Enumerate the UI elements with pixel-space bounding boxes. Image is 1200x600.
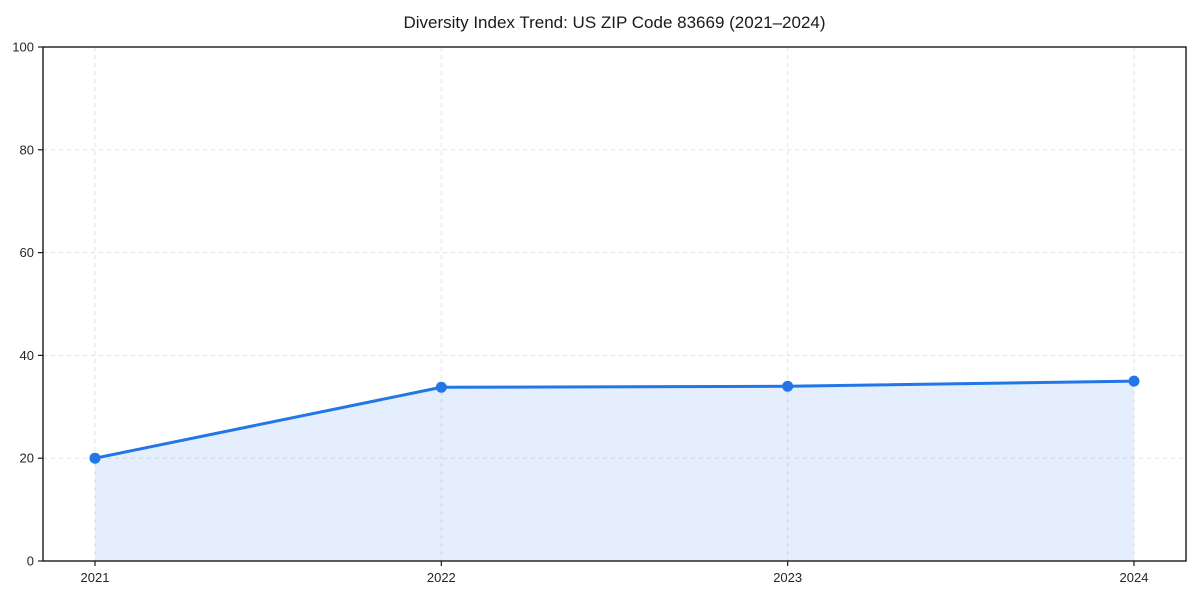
data-point-markers <box>89 375 1140 464</box>
plot-border <box>42 46 1187 562</box>
axes-frame <box>42 46 1187 562</box>
data-point-2021 <box>89 452 101 464</box>
x-tick-label: 2022 <box>427 570 456 585</box>
line-series <box>93 379 1136 460</box>
x-axis-ticks: 2021 2022 2023 2024 <box>81 561 1149 585</box>
data-point-2024 <box>1128 375 1140 387</box>
y-tick-label: 40 <box>20 348 34 363</box>
y-tick-label: 0 <box>27 554 34 569</box>
data-point-2023 <box>782 380 794 392</box>
trend-line <box>93 379 1136 460</box>
x-tick-label: 2021 <box>81 570 110 585</box>
y-axis-ticks: 0 20 40 60 80 100 <box>12 40 43 569</box>
y-tick-label: 100 <box>12 40 34 55</box>
y-tick-label: 20 <box>20 451 34 466</box>
area-fill <box>95 381 1134 561</box>
data-point-2022 <box>435 381 447 393</box>
y-tick-label: 60 <box>20 245 34 260</box>
x-tick-label: 2023 <box>773 570 802 585</box>
chart-title: Diversity Index Trend: US ZIP Code 83669… <box>403 13 826 32</box>
x-tick-label: 2024 <box>1120 570 1149 585</box>
area-series <box>95 381 1134 561</box>
y-tick-label: 80 <box>20 142 34 157</box>
